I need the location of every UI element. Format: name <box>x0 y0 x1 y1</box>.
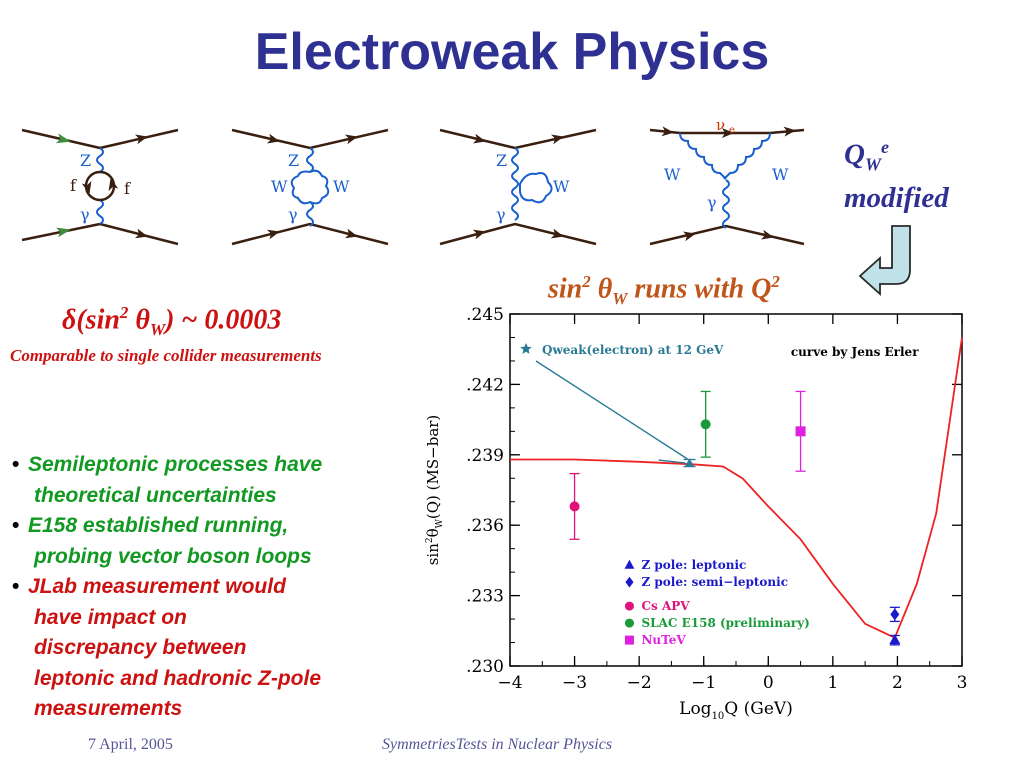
label-gamma: γ <box>707 193 717 212</box>
comparable-label: Comparable to single collider measuremen… <box>10 346 322 365</box>
delta-sin2-label: δ(sin2 θW) ~ 0.0003 <box>62 303 282 339</box>
legend-marker <box>624 601 634 611</box>
data-point <box>890 608 900 621</box>
hook-arrow-icon <box>858 225 911 297</box>
data-point <box>569 501 580 512</box>
label-w-left: W <box>664 165 681 184</box>
legend-marker <box>624 559 635 569</box>
curve-label: curve by Jens Erler <box>791 345 919 359</box>
label-w: W <box>553 177 570 196</box>
label-nu: ν <box>716 116 725 134</box>
bullet-item: • E158 established running, probing vecto… <box>12 514 312 568</box>
x-tick-label: 2 <box>892 673 903 693</box>
y-tick-label: .236 <box>466 516 504 536</box>
label-f-right: f <box>124 179 131 198</box>
legend-label: SLAC E158 (preliminary) <box>641 616 809 630</box>
legend-label: Cs APV <box>641 599 690 613</box>
qweak-star-icon <box>520 343 532 354</box>
x-tick-label: 3 <box>957 673 968 693</box>
y-tick-label: .233 <box>466 587 504 607</box>
label-f-left: f <box>70 176 77 195</box>
x-tick-label: 0 <box>763 673 774 693</box>
slide-title: Electroweak Physics <box>254 23 770 81</box>
data-point <box>795 426 806 437</box>
bullet-item: • Semileptonic processes have theoretical… <box>12 453 323 507</box>
legend-marker <box>624 618 634 628</box>
label-gamma: γ <box>80 205 90 224</box>
feynman-diagram-w-tadpole: Z γ W <box>439 128 597 246</box>
feynman-diagrams: Z γ f f Z γ W W Z γ W <box>21 116 805 246</box>
legend-label: Z pole: leptonic <box>641 558 746 572</box>
feynman-diagram-fermion-loop: Z γ f f <box>21 128 179 246</box>
y-tick-label: .230 <box>466 657 504 677</box>
x-tick-label: −2 <box>627 673 652 693</box>
legend-marker <box>624 635 634 645</box>
label-w-right: W <box>772 165 789 184</box>
x-tick-label: 1 <box>827 673 838 693</box>
label-z: Z <box>496 151 507 170</box>
legend-label: Z pole: semi−leptonic <box>641 575 788 589</box>
y-tick-label: .245 <box>466 305 504 325</box>
qweak-pointer-line <box>658 459 686 464</box>
label-w-right: W <box>333 177 350 196</box>
footer-date: 7 April, 2005 <box>88 736 173 753</box>
y-tick-label: .239 <box>466 446 504 466</box>
data-point <box>889 634 901 645</box>
label-z: Z <box>80 151 91 170</box>
y-tick-label: .242 <box>466 375 504 395</box>
feynman-diagram-vertex: ν e W W γ <box>649 116 805 246</box>
bullet-item: • JLab measurement would have impact on di… <box>12 575 322 720</box>
footer-title: SymmetriesTests in Nuclear Physics <box>382 736 613 753</box>
x-tick-label: −4 <box>497 673 522 693</box>
qweak-label: Qweak(electron) at 12 GeV <box>542 343 724 357</box>
runs-with-q2-label: sin2 θW runs with Q2 <box>548 272 780 308</box>
x-tick-label: −1 <box>691 673 716 693</box>
legend-label: NuTeV <box>641 633 686 647</box>
data-point <box>700 419 711 430</box>
qweak-point <box>685 458 694 467</box>
running-curve <box>510 337 963 640</box>
label-nu-sub: e <box>729 125 735 136</box>
sin2theta-running-chart: −4 −3 −2 −1 0 1 2 3 .230 .233 .236 .239 .242 .245 Qwe… <box>424 305 968 722</box>
qwe-modified-label: QWe modified <box>844 137 949 215</box>
x-tick-label: −3 <box>562 673 587 693</box>
label-w-left: W <box>271 177 288 196</box>
label-gamma: γ <box>496 205 506 224</box>
y-axis-label: sin2θW(Q) (MS−bar) <box>424 415 445 566</box>
bullet-list: • Semileptonic processes have theoretical… <box>12 450 412 725</box>
label-gamma: γ <box>288 205 298 224</box>
feynman-diagram-w-loop: Z γ W W <box>231 128 389 246</box>
qweak-pointer-line <box>535 360 688 460</box>
label-z: Z <box>288 151 299 170</box>
legend-marker <box>625 576 634 588</box>
x-axis-label: Log10Q (GeV) <box>679 699 793 722</box>
